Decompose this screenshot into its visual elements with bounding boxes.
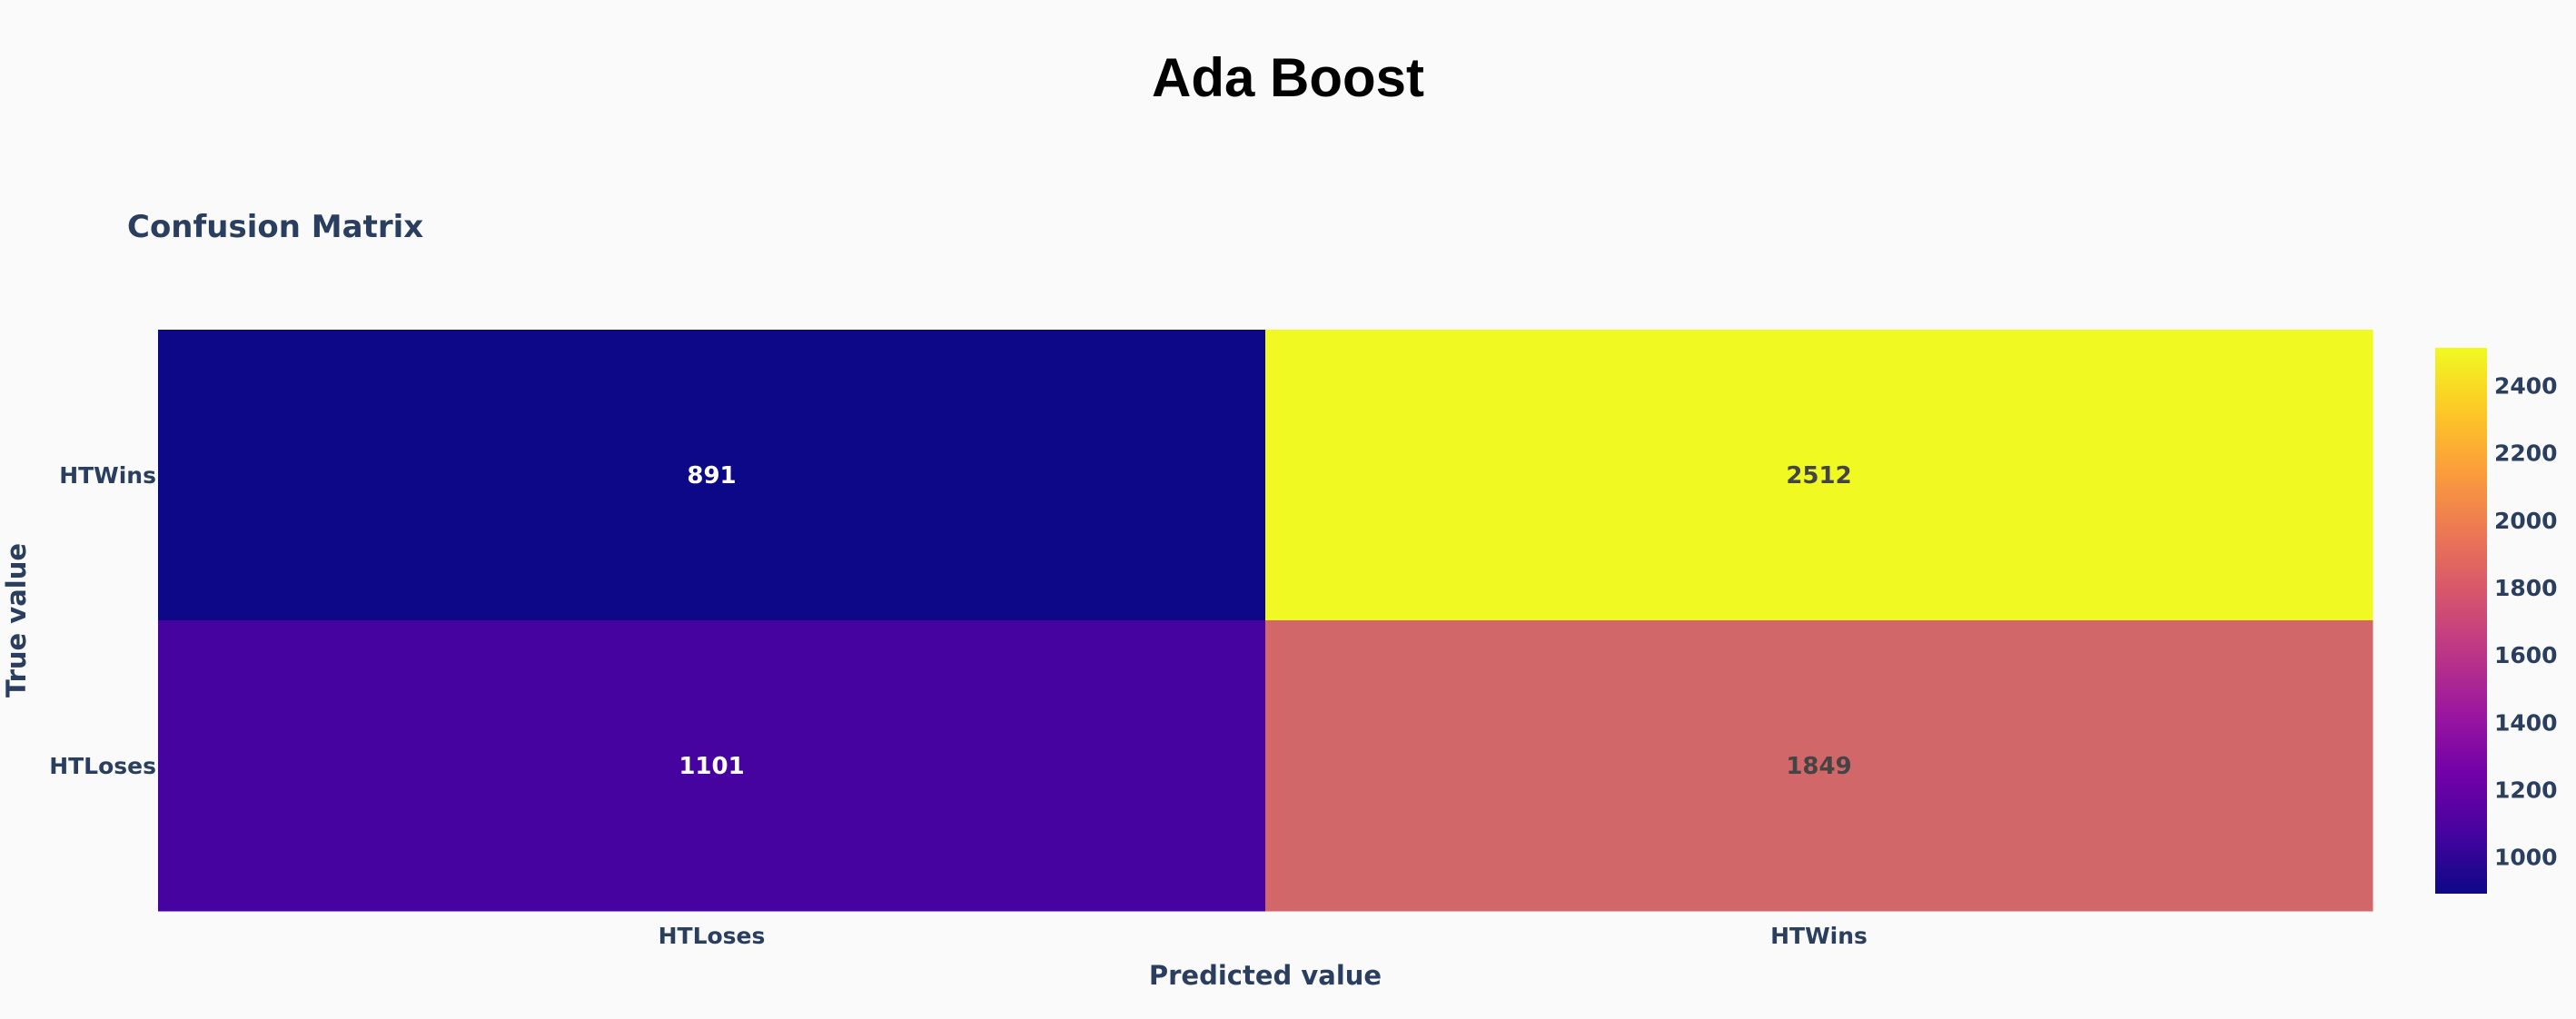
colorbar-tick-label: 1200 [2494,777,2558,803]
colorbar-tick-label: 1600 [2494,642,2558,668]
y-axis-ticks: HTWins HTLoses [49,462,156,779]
colorbar-tick-label: 2200 [2494,440,2558,467]
colorbar [2435,348,2487,894]
y-tick-label: HTWins [59,462,156,489]
heatmap-cell-htwins-htwins [1265,330,2373,621]
colorbar-tick-label: 1800 [2494,575,2558,601]
colorbar-tick-label: 1400 [2494,709,2558,736]
colorbar-ticks: 1000 1200 1400 1600 1800 2000 2200 2400 [2494,373,2558,871]
colorbar-tick-label: 1000 [2494,845,2558,871]
colorbar-tick-label: 2000 [2494,508,2558,534]
heatmap-cell-htwins-htloses [158,330,1266,621]
x-axis-label: Predicted value [1149,960,1382,991]
page-title: Ada Boost [1152,47,1424,108]
cell-value-label: 1849 [1786,753,1851,780]
y-tick-label: HTLoses [49,753,156,779]
cell-value-label: 891 [687,462,736,490]
x-tick-label: HTLoses [659,923,766,949]
x-tick-label: HTWins [1770,923,1868,949]
cell-value-label: 2512 [1786,462,1851,490]
heatmap-cells [158,330,2373,912]
heatmap-cell-labels: 891 2512 1101 1849 [679,462,1851,780]
y-axis-label: True value [1,543,32,697]
heatmap-cell-htloses-htloses [158,620,1266,912]
x-axis-ticks: HTLoses HTWins [659,923,1868,949]
colorbar-tick-label: 2400 [2494,373,2558,400]
chart-title: Confusion Matrix [127,209,424,245]
heatmap-cell-htloses-htwins [1265,620,2373,912]
cell-value-label: 1101 [679,753,744,780]
